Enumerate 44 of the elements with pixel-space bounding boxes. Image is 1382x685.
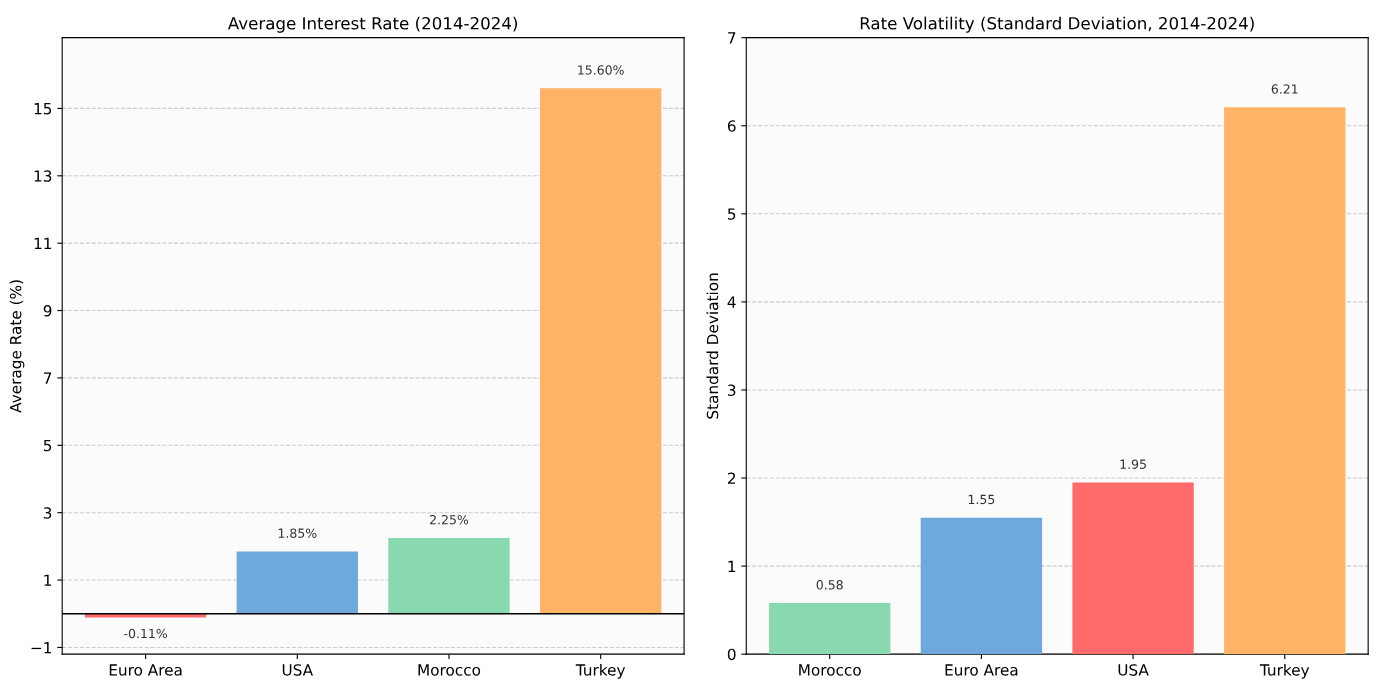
bar — [1072, 482, 1194, 655]
data-label: 15.60% — [578, 65, 624, 75]
data-label: -0.11% — [124, 628, 168, 639]
data-label: 2.25% — [430, 514, 469, 525]
data-label: 0.58 — [816, 580, 843, 590]
x-tick-label: Morocco — [418, 664, 481, 676]
y-tick-label: 5 — [43, 439, 52, 452]
y-axis-title: Average Rate (%) — [9, 280, 25, 413]
bar — [539, 88, 662, 614]
y-tick-label: 6 — [727, 120, 736, 132]
y-tick-label: 7 — [728, 32, 736, 44]
y-tick-label: 0 — [727, 648, 736, 661]
x-tick-label: Turkey — [1259, 663, 1310, 679]
chart-title: Rate Volatility (Standard Deviation, 2014-2024) — [860, 16, 1254, 33]
y-tick-label: 4 — [727, 296, 736, 308]
chart-title: Average Interest Rate (2014-2024) — [227, 16, 518, 33]
bar — [920, 517, 1043, 655]
y-tick-label: 9 — [43, 305, 52, 317]
y-tick-label: 7 — [44, 372, 52, 384]
y-tick-label: −1 — [31, 642, 52, 654]
y-tick-label: 1 — [44, 574, 52, 586]
y-tick-label: 11 — [34, 237, 52, 249]
x-tick-label: Euro Area — [945, 664, 1018, 676]
bar — [769, 603, 891, 655]
x-tick-label: Turkey — [575, 663, 626, 679]
bar — [388, 537, 510, 614]
y-tick-label: 5 — [728, 208, 736, 220]
x-tick-label: USA — [282, 664, 313, 676]
data-label: 6.21 — [1271, 84, 1298, 94]
data-label: 1.95 — [1120, 459, 1146, 469]
y-tick-label: 15 — [34, 103, 52, 115]
y-tick-label: 3 — [43, 507, 52, 519]
y-axis-title: Standard Deviation — [706, 273, 719, 419]
x-tick-label: Morocco — [799, 664, 861, 676]
y-tick-label: 13 — [34, 170, 52, 182]
y-tick-label: 1 — [728, 560, 736, 572]
y-tick-label: 3 — [728, 384, 736, 396]
data-label: 1.85% — [278, 528, 317, 538]
y-tick-label: 2 — [727, 472, 736, 484]
data-label: 1.55 — [968, 494, 995, 505]
x-tick-label: USA — [1118, 664, 1149, 676]
x-tick-label: Euro Area — [109, 664, 182, 676]
bar — [1224, 107, 1346, 655]
bar — [236, 551, 358, 614]
